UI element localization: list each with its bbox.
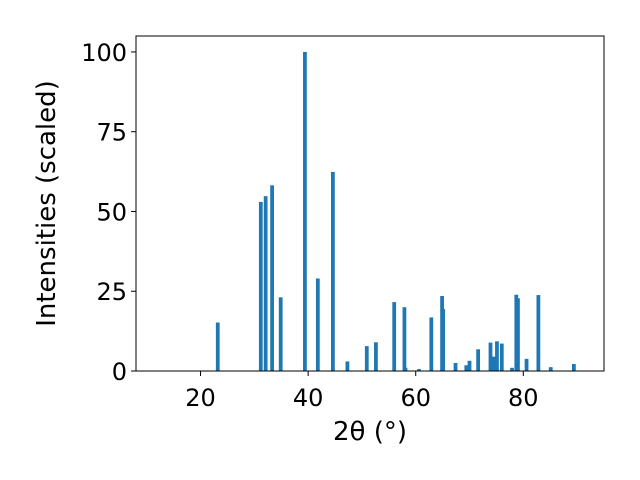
bar [548,367,553,371]
bar-series [215,51,576,371]
y-tick-label: 0 [112,358,127,386]
bar [524,358,529,371]
bar [374,342,378,371]
bar [495,341,499,371]
bar [536,295,541,371]
y-axis-label: Intensities (scaled) [32,80,62,327]
y-tick-label: 25 [96,278,127,306]
y-tick-label: 75 [96,119,127,147]
y-tick-label: 50 [96,198,127,226]
bar [392,302,397,371]
bar [499,343,504,371]
bar [476,349,481,371]
bar [315,278,320,371]
bar [571,363,576,371]
bar [331,171,335,371]
y-tick-label: 100 [81,39,127,67]
bar [488,342,493,371]
bar [453,363,458,371]
bar [403,367,408,371]
bar [263,196,268,371]
bar [491,356,496,371]
x-tick-label: 20 [185,384,216,412]
bar [516,298,520,371]
bar [215,322,220,371]
bar [345,361,350,371]
x-tick-label: 60 [400,384,431,412]
bar [464,365,469,371]
bar [441,309,446,371]
bar [258,201,263,371]
bar [429,317,434,371]
x-tick-label: 80 [508,384,539,412]
bar [278,297,283,371]
x-axis-label: 2θ (°) [333,417,407,447]
bar [270,185,274,371]
bar [417,369,421,371]
axes-frame [135,35,605,372]
bar [364,346,369,371]
bar [510,367,514,371]
bar [303,51,307,371]
axis-ticks: 20 40 60 80 0 25 50 75 100 [81,39,538,412]
x-tick-label: 40 [293,384,324,412]
bar [467,360,472,371]
bar [402,307,407,371]
